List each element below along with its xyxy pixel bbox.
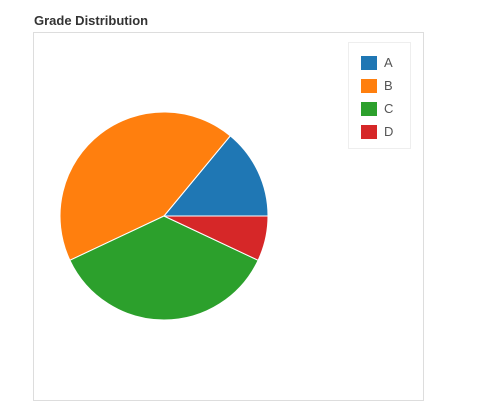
legend-swatch xyxy=(361,102,377,116)
legend-label: A xyxy=(384,55,393,70)
legend-label: C xyxy=(384,101,394,116)
legend-label: D xyxy=(384,124,394,139)
pie-slice-d[interactable] xyxy=(163,215,269,261)
pie-slice-b[interactable] xyxy=(59,111,231,261)
legend-swatch xyxy=(361,56,377,70)
legend-swatch xyxy=(361,79,377,93)
legend-item-d[interactable]: D xyxy=(361,124,393,140)
legend-swatch xyxy=(361,125,377,139)
legend-item-c[interactable]: C xyxy=(361,101,393,117)
pie-chart xyxy=(59,111,269,321)
pie-slice-a[interactable] xyxy=(162,135,269,217)
legend-item-b[interactable]: B xyxy=(361,78,393,94)
legend-label: B xyxy=(384,78,393,93)
pie-slice-c[interactable] xyxy=(69,215,259,321)
chart-title: Grade Distribution xyxy=(34,13,149,28)
legend-item-a[interactable]: A xyxy=(361,55,393,71)
